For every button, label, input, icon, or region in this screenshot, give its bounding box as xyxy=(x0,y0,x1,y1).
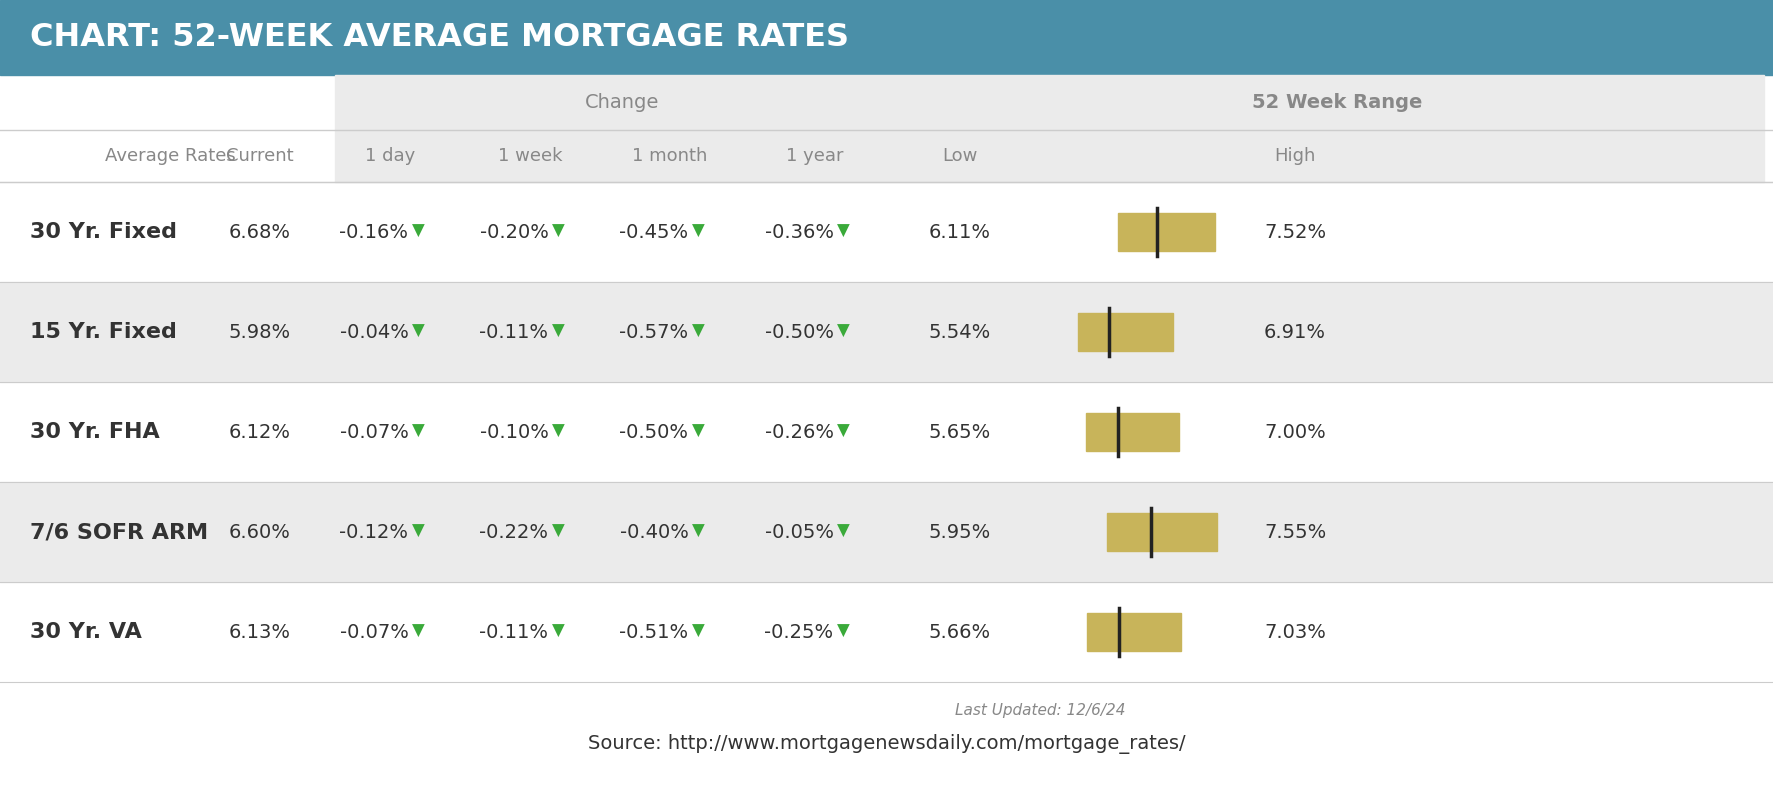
Text: 6.12%: 6.12% xyxy=(229,422,291,441)
Text: Last Updated: 12/6/24: Last Updated: 12/6/24 xyxy=(954,703,1124,718)
Text: ▼: ▼ xyxy=(837,622,849,640)
Text: 6.13%: 6.13% xyxy=(229,622,291,642)
Text: 7.00%: 7.00% xyxy=(1264,422,1324,441)
Text: 1 month: 1 month xyxy=(631,147,707,165)
Bar xyxy=(1117,213,1215,251)
Text: 5.66%: 5.66% xyxy=(929,622,991,642)
Text: ▼: ▼ xyxy=(691,622,704,640)
Bar xyxy=(910,75,1762,130)
Bar xyxy=(0,0,1773,75)
Bar xyxy=(0,482,1773,582)
Bar xyxy=(910,130,1762,182)
Text: ▼: ▼ xyxy=(411,422,424,440)
Text: -0.10%: -0.10% xyxy=(479,422,548,441)
Text: 6.68%: 6.68% xyxy=(229,223,291,242)
Text: ▼: ▼ xyxy=(551,222,564,240)
Text: ▼: ▼ xyxy=(691,522,704,540)
Text: ▼: ▼ xyxy=(411,622,424,640)
Text: 6.91%: 6.91% xyxy=(1264,323,1324,342)
Text: Average Rates: Average Rates xyxy=(105,147,236,165)
Text: 52 Week Range: 52 Week Range xyxy=(1252,93,1422,112)
Text: Change: Change xyxy=(585,93,660,112)
Text: 30 Yr. Fixed: 30 Yr. Fixed xyxy=(30,222,177,242)
Text: 5.98%: 5.98% xyxy=(229,323,291,342)
Text: 7/6 SOFR ARM: 7/6 SOFR ARM xyxy=(30,522,207,542)
Text: Low: Low xyxy=(941,147,977,165)
Text: -0.05%: -0.05% xyxy=(764,522,833,541)
Text: 1 year: 1 year xyxy=(785,147,844,165)
Text: 15 Yr. Fixed: 15 Yr. Fixed xyxy=(30,322,177,342)
Text: Current: Current xyxy=(227,147,294,165)
Text: -0.26%: -0.26% xyxy=(764,422,833,441)
Text: -0.57%: -0.57% xyxy=(619,323,688,342)
Text: ▼: ▼ xyxy=(411,322,424,340)
Text: ▼: ▼ xyxy=(691,222,704,240)
Text: -0.11%: -0.11% xyxy=(479,323,548,342)
Text: -0.07%: -0.07% xyxy=(339,422,408,441)
Text: ▼: ▼ xyxy=(691,422,704,440)
Text: -0.12%: -0.12% xyxy=(339,522,408,541)
Bar xyxy=(0,282,1773,382)
Text: ▼: ▼ xyxy=(411,522,424,540)
Bar xyxy=(335,130,910,182)
Text: -0.51%: -0.51% xyxy=(619,622,688,642)
Bar xyxy=(1087,613,1181,651)
Text: ▼: ▼ xyxy=(837,222,849,240)
Text: 1 day: 1 day xyxy=(365,147,415,165)
Text: 30 Yr. FHA: 30 Yr. FHA xyxy=(30,422,160,442)
Text: 7.52%: 7.52% xyxy=(1262,223,1324,242)
Text: ▼: ▼ xyxy=(551,622,564,640)
Text: ▼: ▼ xyxy=(837,422,849,440)
Text: ▼: ▼ xyxy=(837,322,849,340)
Text: -0.16%: -0.16% xyxy=(339,223,408,242)
Text: High: High xyxy=(1273,147,1316,165)
Text: ▼: ▼ xyxy=(691,322,704,340)
Text: -0.20%: -0.20% xyxy=(479,223,548,242)
Text: CHART: 52-WEEK AVERAGE MORTGAGE RATES: CHART: 52-WEEK AVERAGE MORTGAGE RATES xyxy=(30,22,849,53)
Text: ▼: ▼ xyxy=(551,522,564,540)
Text: ▼: ▼ xyxy=(837,522,849,540)
Text: 5.95%: 5.95% xyxy=(929,522,991,541)
Text: -0.22%: -0.22% xyxy=(479,522,548,541)
Text: -0.50%: -0.50% xyxy=(619,422,688,441)
Bar xyxy=(335,75,910,130)
Text: -0.45%: -0.45% xyxy=(619,223,688,242)
Text: 5.65%: 5.65% xyxy=(929,422,991,441)
Text: 6.60%: 6.60% xyxy=(229,522,291,541)
Text: -0.25%: -0.25% xyxy=(764,622,833,642)
Text: -0.50%: -0.50% xyxy=(764,323,833,342)
Text: ▼: ▼ xyxy=(551,422,564,440)
Text: -0.40%: -0.40% xyxy=(619,522,688,541)
Text: Source: http://www.mortgagenewsdaily.com/mortgage_rates/: Source: http://www.mortgagenewsdaily.com… xyxy=(589,734,1184,754)
Text: ▼: ▼ xyxy=(551,322,564,340)
Bar xyxy=(1106,513,1216,551)
Text: 7.55%: 7.55% xyxy=(1262,522,1326,541)
Text: 1 week: 1 week xyxy=(498,147,562,165)
Bar xyxy=(1085,413,1177,451)
Text: -0.11%: -0.11% xyxy=(479,622,548,642)
Text: 30 Yr. VA: 30 Yr. VA xyxy=(30,622,142,642)
Text: -0.04%: -0.04% xyxy=(339,323,408,342)
Text: -0.07%: -0.07% xyxy=(339,622,408,642)
Bar xyxy=(1078,313,1172,351)
Text: 7.03%: 7.03% xyxy=(1264,622,1324,642)
Text: ▼: ▼ xyxy=(411,222,424,240)
Text: 6.11%: 6.11% xyxy=(929,223,991,242)
Text: -0.36%: -0.36% xyxy=(764,223,833,242)
Text: 5.54%: 5.54% xyxy=(929,323,991,342)
